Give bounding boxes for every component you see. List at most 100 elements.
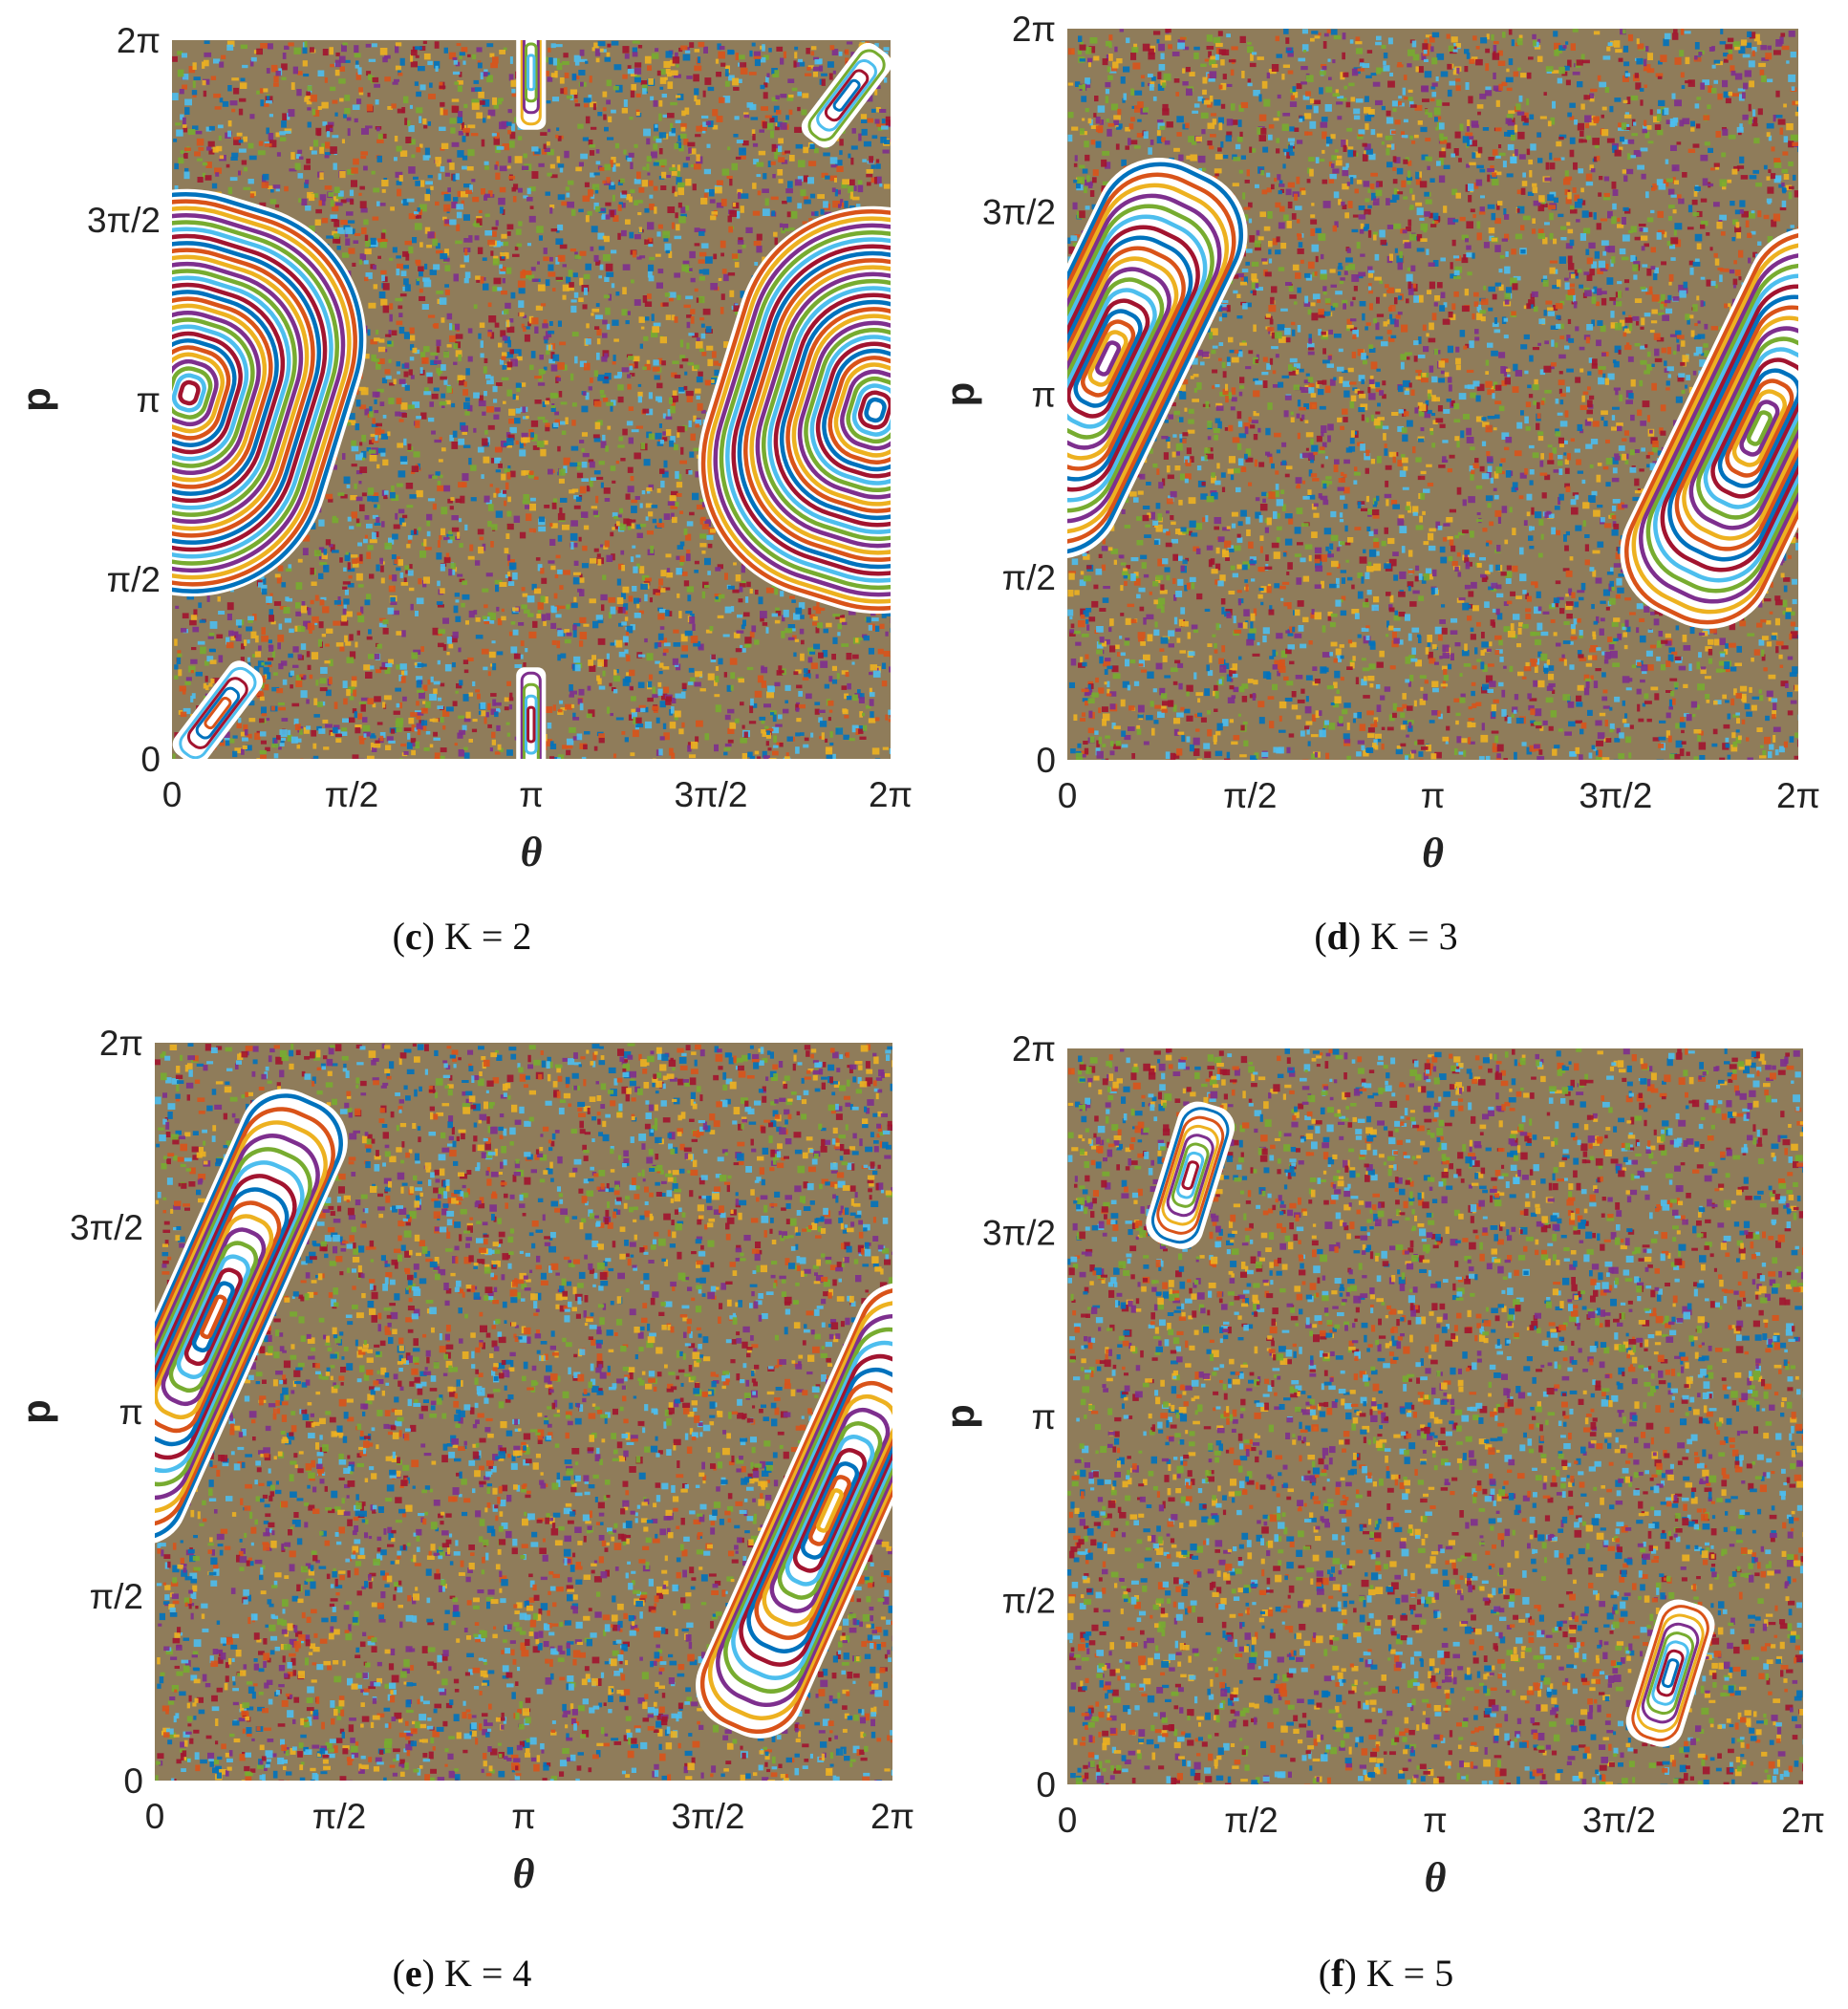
chaos-point [836,165,844,172]
chaos-point [451,515,459,521]
chaos-point [629,196,633,203]
chaos-point [680,206,686,214]
chaos-point [636,563,640,569]
chaos-point [834,178,837,183]
chaos-point [398,378,406,384]
chaos-point [597,207,605,211]
chaos-point [321,142,326,149]
chaos-point [192,80,196,88]
chaos-point [329,659,333,667]
chaos-point [199,619,206,623]
chaos-point [500,330,506,337]
chaos-point [591,308,600,313]
chaos-point [270,620,276,625]
chaos-point [404,384,410,391]
chaos-point [319,678,327,684]
chaos-point [604,163,612,171]
chaos-point [741,648,746,653]
chaos-point [209,621,218,629]
chaos-point [370,433,378,437]
chaos-point [635,724,644,728]
chaos-point [174,185,179,192]
chaos-point [227,130,231,138]
chaos-point [469,184,473,193]
chaos-point [268,658,274,661]
chaos-point [254,732,261,741]
chaos-point [463,103,468,109]
chaos-point [496,382,503,386]
chaos-point [319,172,324,180]
chaos-point [889,748,891,754]
chaos-point [312,616,319,623]
chaos-point [324,76,328,83]
chaos-point [557,708,563,713]
chaos-point [416,676,423,681]
chaos-point [505,352,514,358]
chaos-point [712,124,719,130]
chaos-point [375,654,380,659]
chaos-point [859,693,865,700]
chaos-point [688,667,695,673]
chaos-point [724,572,728,580]
chaos-point [415,181,421,186]
chaos-point [172,93,179,100]
chaos-point [555,554,561,559]
chaos-point [231,77,239,81]
chaos-point [835,160,843,166]
chaos-point [333,219,340,227]
chaos-point [545,425,550,432]
chaos-point [351,445,359,452]
chaos-point [663,686,670,694]
chaos-point [727,727,735,734]
chaos-point [831,679,838,684]
chaos-point [572,712,576,719]
chaos-point [390,601,398,605]
chaos-point [447,187,451,193]
chaos-point [492,230,497,237]
chaos-point [249,114,255,119]
chaos-point [417,712,424,716]
chaos-point [862,712,866,717]
chaos-point [545,191,550,196]
chaos-point [438,173,441,181]
chaos-point [859,711,863,718]
chaos-point [453,361,458,365]
chaos-point [462,580,467,585]
chaos-point [471,102,480,110]
chaos-point [267,96,270,100]
chaos-point [370,264,376,270]
chaos-point [635,425,643,429]
chaos-point [634,299,641,306]
chaos-point [180,150,184,154]
chaos-point [883,184,891,189]
chaos-point [306,607,310,611]
chaos-point [784,227,790,232]
chaos-point [823,152,830,157]
chaos-point [523,494,529,500]
chaos-point [860,114,868,121]
chaos-point [607,137,614,140]
chaos-point [637,200,643,204]
chaos-point [270,705,275,711]
chaos-point [700,516,706,521]
chaos-point [322,606,330,614]
chaos-point [229,738,235,744]
chaos-point [733,134,739,138]
chaos-point [353,158,359,165]
chaos-point [390,492,396,499]
chaos-point [679,355,686,359]
chaos-point [673,629,679,634]
chaos-point [472,719,478,723]
chaos-point [235,619,243,626]
chaos-point [654,642,658,649]
chaos-point [527,321,531,327]
chaos-point [644,721,653,729]
chaos-point [325,643,330,647]
chaos-point [323,564,330,572]
chaos-point [674,375,681,378]
chaos-point [573,92,578,98]
chaos-point [669,167,677,171]
chaos-point [219,155,225,160]
chaos-point [373,284,378,290]
chaos-point [662,230,671,239]
